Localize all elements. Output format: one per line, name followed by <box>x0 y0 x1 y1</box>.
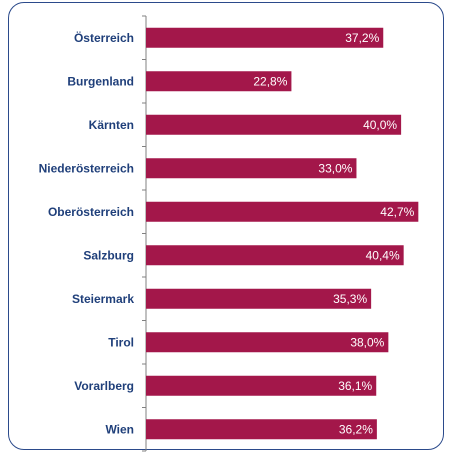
category-label: Tirol <box>108 335 134 349</box>
category-label: Vorarlberg <box>74 379 134 393</box>
value-label: 33,0% <box>318 161 352 175</box>
bar <box>146 419 377 440</box>
value-label: 36,2% <box>339 422 373 436</box>
category-label: Niederösterreich <box>39 161 134 175</box>
bar <box>146 201 419 222</box>
value-label: 40,0% <box>363 118 397 132</box>
category-label: Burgenland <box>67 74 134 88</box>
category-label: Steiermark <box>72 292 134 306</box>
category-label: Kärnten <box>89 118 134 132</box>
bar <box>146 288 372 309</box>
value-label: 37,2% <box>345 31 379 45</box>
value-label: 38,0% <box>350 335 384 349</box>
category-label: Salzburg <box>83 248 134 262</box>
category-label: Oberösterreich <box>48 205 134 219</box>
value-label: 35,3% <box>333 292 367 306</box>
bar <box>146 375 377 396</box>
value-label: 40,4% <box>366 248 400 262</box>
value-label: 22,8% <box>253 74 287 88</box>
category-label: Wien <box>105 422 134 436</box>
value-label: 36,1% <box>338 379 372 393</box>
bar <box>146 332 389 353</box>
bar <box>146 114 402 135</box>
bar <box>146 71 292 92</box>
value-label: 42,7% <box>380 205 414 219</box>
bar <box>146 245 404 266</box>
bar <box>146 158 357 179</box>
bar <box>146 27 384 48</box>
category-label: Österreich <box>74 30 134 45</box>
